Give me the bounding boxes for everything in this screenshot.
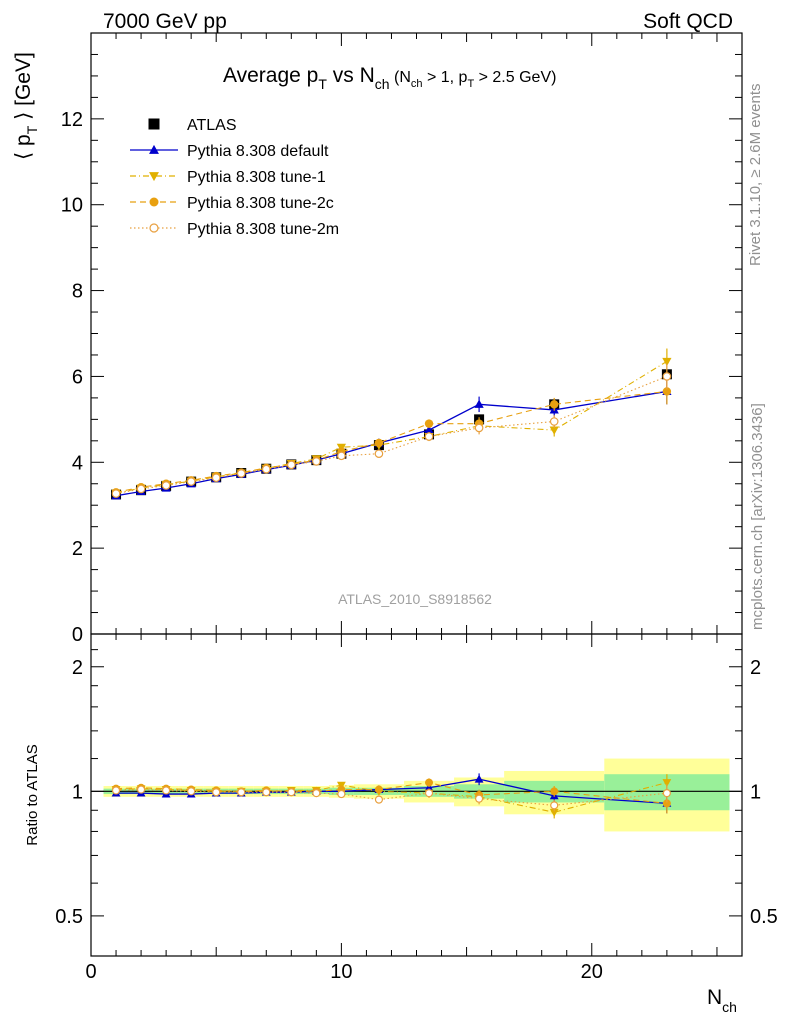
x-tick-label: 20 [581,961,603,983]
data-point-4-0 [111,489,121,498]
main-plot-title: Average pT vs Nch (Nch > 1, pT > 2.5 GeV… [223,64,556,92]
series-line-4 [115,375,668,495]
data-point-4-5 [236,469,246,478]
y-tick-label: 4 [72,452,83,474]
ratio-point-3-0 [111,786,121,795]
data-point-1-12 [474,399,484,408]
ratio-y-axis-label: Ratio to ATLAS [24,744,41,845]
data-point-4-2 [161,481,171,490]
analysis-watermark: ATLAS_2010_S8918562 [338,591,492,607]
data-point-4-10 [374,449,384,459]
ratio-y-tick-label: 0.5 [55,906,83,928]
ratio-point-3-13 [550,801,559,810]
ratio-point-3-8 [312,789,321,798]
ratio-point-3-10 [374,795,384,804]
y-tick-label: 2 [72,538,83,560]
ratio-y-tick-label-right: 0.5 [750,906,778,928]
data-point-3-14 [662,387,672,396]
legend-label-0: ATLAS [187,117,237,134]
data-point-4-3 [186,477,196,486]
ratio-point-1-14 [662,779,672,788]
data-point-4-14 [662,372,672,381]
data-point-2-14 [662,357,672,367]
ratio-y-tick-label-right: 1 [750,781,761,803]
ratio-point-3-9 [337,789,346,799]
data-point-4-4 [211,473,221,483]
x-axis-label: Nch [707,986,737,1015]
mcplots-label: mcplots.cern.ch [arXiv:1306.3436] [749,403,766,630]
data-point-4-7 [287,460,296,470]
y-tick-label: 6 [72,366,83,388]
ratio-point-2-14 [662,799,671,808]
legend-label-1: Pythia 8.308 default [187,143,329,160]
ratio-point-0-11 [424,783,434,792]
ratio-y-tick-label: 2 [72,657,83,679]
data-point-3-10 [374,438,384,448]
x-tick-label: 10 [330,961,352,983]
data-point-3-13 [550,400,559,409]
ratio-point-2-11 [425,778,434,787]
y-tick-label: 8 [72,281,83,303]
ratio-line-1 [116,782,668,813]
ratio-panel: 0.5 0.51 12 20 10 20 [55,633,778,983]
ratio-point-3-4 [212,788,221,797]
legend-label-3: Pythia 8.308 tune-2c [187,195,334,212]
ratio-point-3-14 [662,789,671,798]
ratio-point-3-1 [136,785,146,794]
ratio-point-2-13 [550,787,559,796]
data-point-1-11 [424,425,434,434]
header-right-label: Soft QCD [643,10,733,33]
ratio-point-3-11 [424,789,434,798]
data-point-2-13 [549,426,559,435]
ratio-point-3-2 [162,786,171,795]
ratio-point-2-10 [374,785,383,794]
legend-marker-3 [149,197,159,207]
header-left-label: 7000 GeV pp [103,10,227,33]
data-point-3-11 [424,419,434,428]
ratio-point-3-5 [237,788,246,797]
rivet-label: Rivet 3.1.10, ≥ 2.6M events [747,84,764,267]
main-y-axis-label: ⟨ pT ⟩ [GeV] [12,52,40,160]
main-panel: 0 2 4 6 8 10 12 [61,32,743,646]
legend-label-4: Pythia 8.308 tune-2m [187,221,339,238]
series-line-2 [115,360,668,494]
ratio-point-3-3 [187,787,196,796]
data-point-4-9 [337,451,346,461]
ratio-y-tick-label: 1 [72,781,83,803]
data-point-4-12 [474,423,484,433]
series-line-3 [115,390,667,493]
y-tick-label: 10 [61,195,83,217]
ratio-point-3-6 [262,788,271,797]
data-point-4-6 [261,464,271,474]
x-tick-label: 0 [85,961,96,983]
legend: ATLAS Pythia 8.308 default Pythia 8.308 tu… [130,117,339,238]
data-point-4-1 [136,484,146,494]
ratio-point-3-12 [474,794,484,803]
data-point-4-13 [549,417,559,426]
data-point-4-11 [424,432,434,441]
y-tick-label: 12 [61,109,83,131]
legend-marker-4 [149,223,159,233]
ratio-point-3-7 [287,788,296,797]
data-point-4-8 [312,457,321,466]
legend-marker-0 [148,118,160,130]
legend-marker-2 [149,172,159,182]
y-tick-label: 0 [72,624,83,646]
legend-marker-1 [149,144,159,154]
ratio-point-1-13 [549,808,559,817]
ratio-y-tick-label-right: 2 [750,657,761,679]
legend-label-2: Pythia 8.308 tune-1 [187,169,326,186]
ratio-point-0-12 [474,774,484,783]
